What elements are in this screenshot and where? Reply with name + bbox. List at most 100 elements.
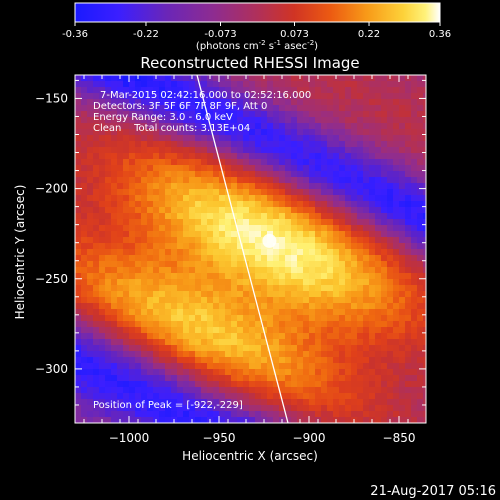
heatmap-cell <box>267 405 274 412</box>
heatmap-cell <box>363 285 370 292</box>
heatmap-cell <box>387 201 394 208</box>
heatmap-cell <box>177 339 184 346</box>
heatmap-cell <box>189 387 196 394</box>
heatmap-cell <box>285 369 292 376</box>
heatmap-cell <box>219 387 226 394</box>
heatmap-cell <box>267 135 274 142</box>
heatmap-cell <box>345 279 352 286</box>
heatmap-cell <box>399 183 406 190</box>
heatmap-cell <box>303 279 310 286</box>
heatmap-cell <box>213 315 220 322</box>
heatmap-cell <box>411 147 418 154</box>
heatmap-cell <box>171 189 178 196</box>
heatmap-cell <box>195 183 202 190</box>
heatmap-cell <box>279 249 286 256</box>
heatmap-cell <box>243 303 250 310</box>
heatmap-cell <box>219 309 226 316</box>
heatmap-cell <box>177 243 184 250</box>
heatmap-cell <box>375 255 382 262</box>
heatmap-cell <box>249 207 256 214</box>
heatmap-cell <box>423 117 426 124</box>
heatmap-cell <box>297 183 304 190</box>
heatmap-cell <box>177 417 184 423</box>
heatmap-cell <box>261 309 268 316</box>
heatmap-cell <box>375 303 382 310</box>
heatmap-cell <box>123 381 130 388</box>
heatmap-cell <box>369 123 376 130</box>
heatmap-cell <box>87 129 94 136</box>
heatmap-cell <box>411 231 418 238</box>
heatmap-cell <box>249 393 256 400</box>
heatmap-cell <box>177 117 184 124</box>
heatmap-cell <box>189 111 196 118</box>
heatmap-cell <box>207 375 214 382</box>
heatmap-cell <box>399 411 406 418</box>
heatmap-cell <box>75 303 82 310</box>
heatmap-cell <box>147 183 154 190</box>
heatmap-cell <box>279 261 286 268</box>
heatmap-cell <box>285 297 292 304</box>
heatmap-cell <box>93 309 100 316</box>
heatmap-cell <box>321 153 328 160</box>
heatmap-cell <box>81 183 88 190</box>
heatmap-cell <box>399 267 406 274</box>
heatmap-cell <box>93 315 100 322</box>
heatmap-cell <box>147 213 154 220</box>
heatmap-cell <box>309 213 316 220</box>
heatmap-cell <box>75 147 82 154</box>
heatmap-cell <box>225 249 232 256</box>
heatmap-cell <box>189 201 196 208</box>
heatmap-cell <box>345 291 352 298</box>
heatmap-cell <box>285 285 292 292</box>
heatmap-cell <box>153 111 160 118</box>
heatmap-cell <box>75 417 82 423</box>
heatmap-cell <box>279 357 286 364</box>
heatmap-cell <box>303 129 310 136</box>
heatmap-cell <box>369 111 376 118</box>
heatmap-cell <box>195 123 202 130</box>
heatmap-cell <box>111 87 118 94</box>
heatmap-cell <box>135 195 142 202</box>
heatmap-cell <box>381 417 388 423</box>
heatmap-cell <box>243 351 250 358</box>
heatmap-cell <box>171 381 178 388</box>
heatmap-cell <box>243 81 250 88</box>
heatmap-cell <box>87 321 94 328</box>
heatmap-cell <box>279 147 286 154</box>
heatmap-cell <box>153 213 160 220</box>
heatmap-cell <box>141 219 148 226</box>
heatmap-cell <box>375 267 382 274</box>
heatmap-cell <box>315 123 322 130</box>
heatmap-cell <box>165 255 172 262</box>
heatmap-cell <box>141 237 148 244</box>
heatmap-cell <box>339 381 346 388</box>
heatmap-cell <box>117 321 124 328</box>
heatmap-cell <box>321 285 328 292</box>
heatmap-cell <box>285 273 292 280</box>
heatmap-cell <box>171 387 178 394</box>
heatmap-cell <box>375 141 382 148</box>
heatmap-cell <box>393 321 400 328</box>
y-tick-label: −300 <box>35 362 68 376</box>
heatmap-cell <box>183 279 190 286</box>
heatmap-cell <box>195 225 202 232</box>
heatmap-cell <box>87 177 94 184</box>
heatmap-cell <box>225 267 232 274</box>
heatmap-cell <box>321 345 328 352</box>
heatmap-cell <box>195 135 202 142</box>
heatmap-cell <box>267 99 274 106</box>
heatmap-cell <box>285 189 292 196</box>
heatmap-cell <box>285 279 292 286</box>
heatmap-cell <box>351 219 358 226</box>
heatmap-cell <box>189 315 196 322</box>
heatmap-cell <box>411 357 418 364</box>
heatmap-cell <box>381 387 388 394</box>
heatmap-cell <box>357 285 364 292</box>
heatmap-cell <box>129 81 136 88</box>
heatmap-cell <box>375 195 382 202</box>
heatmap-cell <box>123 351 130 358</box>
heatmap-cell <box>351 99 358 106</box>
heatmap-cell <box>219 393 226 400</box>
heatmap-cell <box>291 351 298 358</box>
heatmap-cell <box>105 147 112 154</box>
